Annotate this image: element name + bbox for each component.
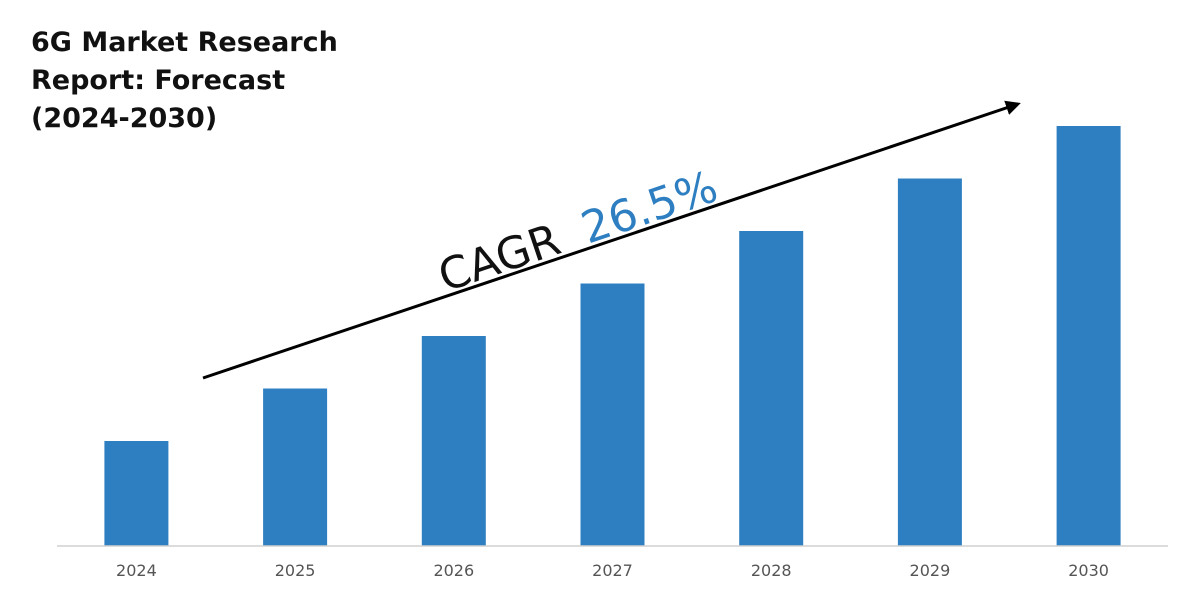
chart-title-line-2: Report: Forecast (31, 65, 286, 96)
cagr-value: 26.5% (575, 161, 724, 254)
bar-2029 (897, 178, 962, 546)
bar-2026 (421, 336, 486, 546)
bar-2030 (1056, 126, 1121, 546)
chart-title-line-1: 6G Market Research (31, 27, 338, 58)
x-axis-tick-labels: 2024 2025 2026 2027 2028 2029 2030 (116, 561, 1109, 580)
x-tick-label-2024: 2024 (116, 561, 157, 580)
x-tick-label-2028: 2028 (751, 561, 792, 580)
x-tick-label-2030: 2030 (1068, 561, 1109, 580)
bar-2024 (104, 441, 169, 546)
bar-2027 (580, 283, 645, 546)
x-tick-label-2026: 2026 (433, 561, 474, 580)
cagr-annotation: CAGR 26.5% (432, 161, 724, 302)
x-tick-label-2029: 2029 (910, 561, 951, 580)
bar-2028 (739, 231, 804, 546)
x-tick-label-2025: 2025 (275, 561, 316, 580)
chart-title-line-3: (2024-2030) (31, 103, 218, 134)
cagr-label: CAGR (432, 214, 566, 302)
x-tick-label-2027: 2027 (592, 561, 633, 580)
bars-group (104, 126, 1121, 546)
chart-title: 6G Market Research Report: Forecast (202… (31, 24, 361, 138)
trend-arrow (202, 100, 1021, 380)
bar-2025 (263, 388, 328, 546)
